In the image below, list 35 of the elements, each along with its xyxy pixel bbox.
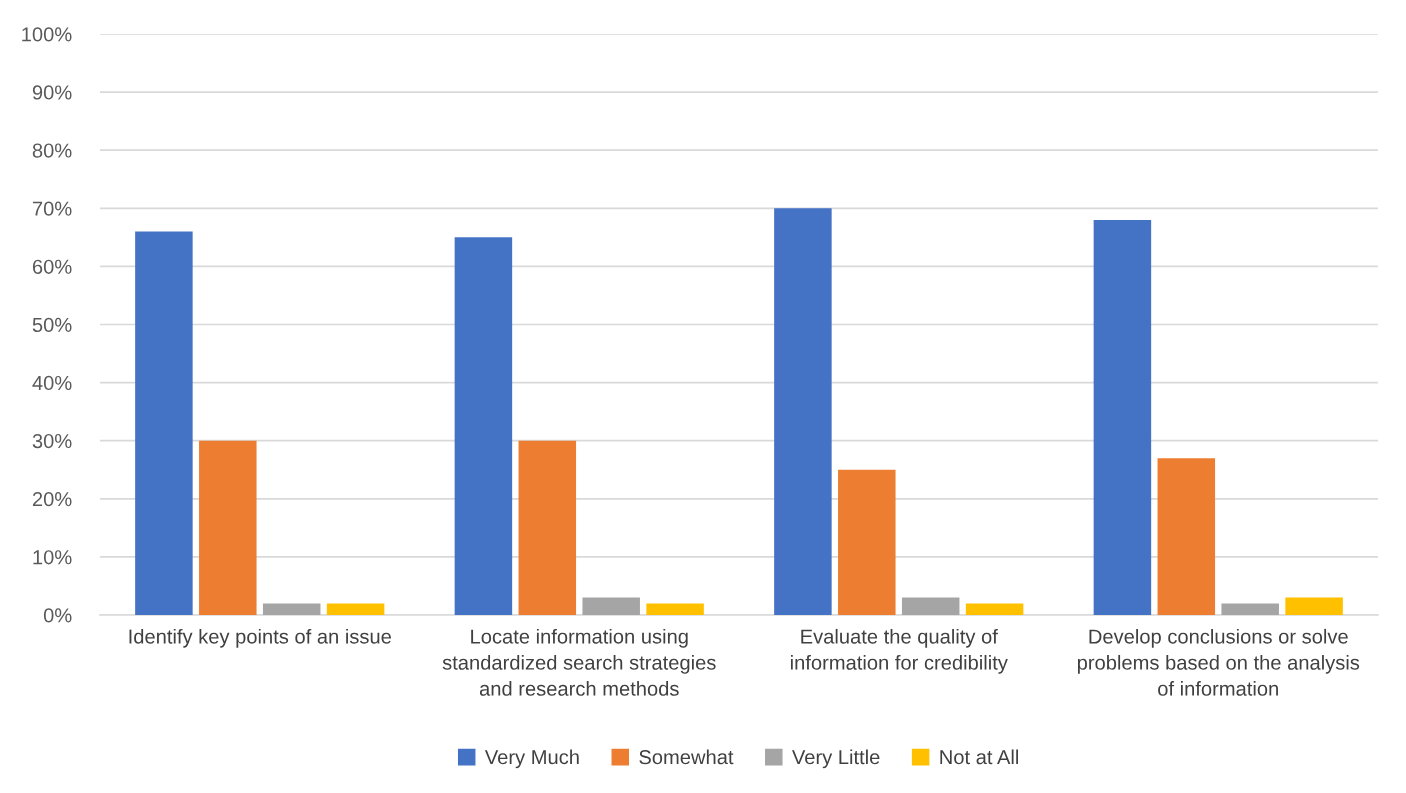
y-tick-label: 40% bbox=[32, 375, 72, 391]
bar bbox=[135, 231, 193, 615]
y-tick-label: 70% bbox=[32, 201, 72, 216]
bar bbox=[965, 603, 1024, 615]
x-tick-label: Develop conclusions or solve problems based on the analysis of information bbox=[1077, 628, 1360, 696]
bar bbox=[646, 603, 704, 615]
y-tick-label: 80% bbox=[32, 143, 72, 158]
y-tick-label: 50% bbox=[32, 317, 72, 332]
x-tick-label: Identify key points of an issue bbox=[129, 628, 391, 648]
bar bbox=[199, 440, 257, 615]
y-tick-label: 100% bbox=[22, 27, 72, 42]
y-tick-label: 90% bbox=[32, 85, 72, 100]
bar bbox=[1157, 458, 1216, 615]
bar bbox=[1093, 219, 1152, 615]
legend-label: Somewhat bbox=[639, 749, 734, 765]
bar bbox=[774, 208, 832, 615]
bar bbox=[838, 469, 896, 615]
bar bbox=[1285, 597, 1343, 615]
bar bbox=[582, 597, 640, 615]
y-tick-label: 60% bbox=[32, 259, 72, 274]
bar bbox=[262, 603, 321, 615]
y-tick-label: 10% bbox=[33, 550, 72, 565]
x-tick-label: Evaluate the quality of information for credibility bbox=[790, 628, 1008, 674]
bar bbox=[1221, 603, 1279, 615]
bar bbox=[454, 237, 513, 615]
legend-label: Very Much bbox=[484, 749, 579, 769]
bar bbox=[901, 597, 960, 615]
x-tick-label: Locate information using standardized search strategies and research methods bbox=[442, 628, 716, 696]
bar bbox=[518, 440, 577, 615]
y-tick-label: 20% bbox=[32, 492, 72, 507]
y-tick-label: 0% bbox=[43, 608, 72, 623]
legend-label: Very Little bbox=[792, 749, 880, 769]
y-tick-label: 30% bbox=[32, 433, 72, 449]
bar bbox=[326, 603, 385, 615]
legend-label: Not at All bbox=[940, 749, 1018, 765]
